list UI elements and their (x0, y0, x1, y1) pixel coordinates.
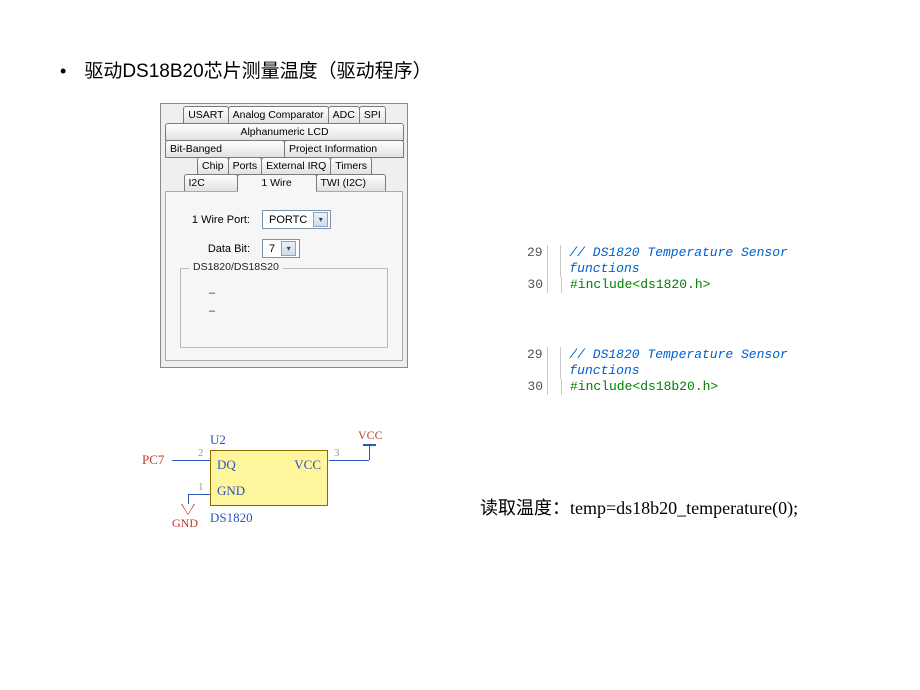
net-vcc: VCC (358, 428, 383, 443)
tab-spi[interactable]: SPI (359, 106, 386, 124)
port-value: PORTC (269, 214, 307, 226)
schematic: DQ GND VCC U2 DS1820 2 PC7 1 GND 3 (90, 422, 410, 542)
tab-i2c[interactable]: I2C (184, 174, 238, 192)
tab-analog-comparator[interactable]: Analog Comparator (228, 106, 329, 124)
lineno: 29 (520, 245, 548, 277)
code-include: #include (570, 379, 632, 395)
gutter-mark (552, 347, 562, 379)
vcc-bar-icon (363, 444, 376, 446)
wire-vcc-v (369, 444, 370, 460)
wire-gnd-v (188, 494, 189, 504)
footer-label: 读取温度： (480, 498, 570, 518)
ds1820-group: DS1820/DS18S20 – – (180, 268, 388, 348)
tab-chip[interactable]: Chip (197, 157, 229, 175)
tab-project-info[interactable]: Project Information (284, 140, 404, 158)
lineno: 30 (520, 277, 548, 293)
config-window: USART Analog Comparator ADC SPI Alphanum… (160, 103, 408, 368)
gutter-mark (552, 379, 562, 395)
code-snippet-1: 29 // DS1820 Temperature Sensor function… (520, 245, 860, 293)
code-include: #include (570, 277, 632, 293)
gnd-symbol-fill-icon (182, 504, 194, 514)
tab-ports[interactable]: Ports (228, 157, 263, 175)
wire-dq (172, 460, 210, 461)
chip-body: DQ GND VCC (210, 450, 328, 506)
pinno-3: 3 (334, 447, 340, 459)
port-combo[interactable]: PORTC ▾ (262, 210, 331, 229)
pin-vcc-label: VCC (294, 457, 321, 473)
bit-combo[interactable]: 7 ▾ (262, 239, 300, 258)
pinno-1: 1 (198, 481, 204, 493)
tab-row-2: Alphanumeric LCD (165, 123, 403, 141)
footer-text: 读取温度：temp=ds18b20_temperature(0); (480, 494, 798, 520)
code-comment: // DS1820 Temperature Sensor functions (569, 347, 860, 379)
tab-row-5: I2C 1 Wire TWI (I2C) (165, 174, 403, 192)
tab-bit-banged[interactable]: Bit-Banged (165, 140, 285, 158)
tab-twi[interactable]: TWI (I2C) (316, 174, 386, 192)
lineno: 30 (520, 379, 548, 395)
code-include-file: <ds18b20.h> (632, 379, 718, 395)
net-gnd: GND (172, 516, 198, 531)
chip-ref: U2 (210, 432, 226, 448)
tab-row-1: USART Analog Comparator ADC SPI (165, 106, 403, 124)
chip-part: DS1820 (210, 510, 253, 526)
pin-gnd-label: GND (217, 483, 245, 499)
bit-label: Data Bit: (180, 243, 250, 255)
code-include-file: <ds1820.h> (632, 277, 710, 293)
bit-value: 7 (269, 243, 275, 255)
tab-usart[interactable]: USART (183, 106, 228, 124)
gutter-mark (552, 245, 562, 277)
bullet-text: 驱动DS18B20芯片测量温度（驱动程序） (84, 56, 431, 83)
chevron-down-icon: ▾ (281, 241, 296, 256)
net-pc7: PC7 (142, 452, 164, 468)
tab-adc[interactable]: ADC (328, 106, 360, 124)
tab-row-4: Chip Ports External IRQ Timers (165, 157, 403, 175)
tab-row-3: Bit-Banged Project Information (165, 140, 403, 158)
tab-body-1wire: 1 Wire Port: PORTC ▾ Data Bit: 7 ▾ (165, 191, 403, 361)
footer-code: temp=ds18b20_temperature(0); (570, 498, 798, 518)
wire-gnd-h (188, 494, 210, 495)
ds1820-group-title: DS1820/DS18S20 (189, 261, 283, 273)
port-label: 1 Wire Port: (180, 214, 250, 226)
tab-timers[interactable]: Timers (330, 157, 372, 175)
gutter-mark (552, 277, 562, 293)
tab-ext-irq[interactable]: External IRQ (261, 157, 331, 175)
chevron-down-icon: ▾ (313, 212, 328, 227)
pinno-2: 2 (198, 447, 204, 459)
code-comment: // DS1820 Temperature Sensor functions (569, 245, 860, 277)
tab-1wire[interactable]: 1 Wire (237, 174, 317, 192)
pin-dq-label: DQ (217, 457, 236, 473)
bullet-mark: • (60, 61, 66, 82)
lineno: 29 (520, 347, 548, 379)
bullet-row: • 驱动DS18B20芯片测量温度（驱动程序） (60, 56, 860, 83)
wire-vcc-h (329, 460, 369, 461)
code-snippet-2: 29 // DS1820 Temperature Sensor function… (520, 347, 860, 395)
tab-alpha-lcd[interactable]: Alphanumeric LCD (165, 123, 404, 141)
